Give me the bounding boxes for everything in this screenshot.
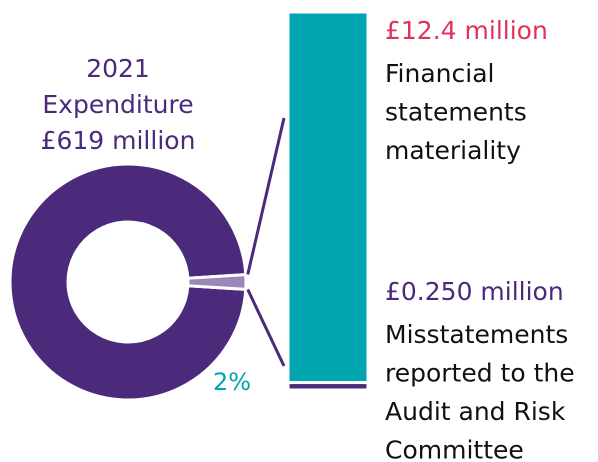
segment-description: reported to the: [385, 359, 575, 388]
segment-description: Audit and Risk: [385, 397, 566, 426]
title-line: £619 million: [41, 126, 196, 155]
segment-description: Committee: [385, 436, 524, 462]
segment-description: Misstatements: [385, 320, 568, 349]
bar-segment: [286, 10, 370, 385]
donut-slice: [8, 162, 248, 402]
segment-label: £12.4 million: [385, 16, 548, 45]
slice-label: 2%: [213, 368, 251, 396]
title-line: 2021: [86, 54, 150, 83]
connector: [246, 117, 286, 275]
title-line: Expenditure: [42, 90, 193, 119]
segment-description: statements: [385, 98, 527, 127]
connector: [246, 288, 286, 367]
segment-label: £0.250 million: [385, 277, 564, 306]
segment-description: Financial: [385, 59, 494, 88]
donut-slice: [186, 272, 248, 292]
segment-description: materiality: [385, 136, 521, 165]
